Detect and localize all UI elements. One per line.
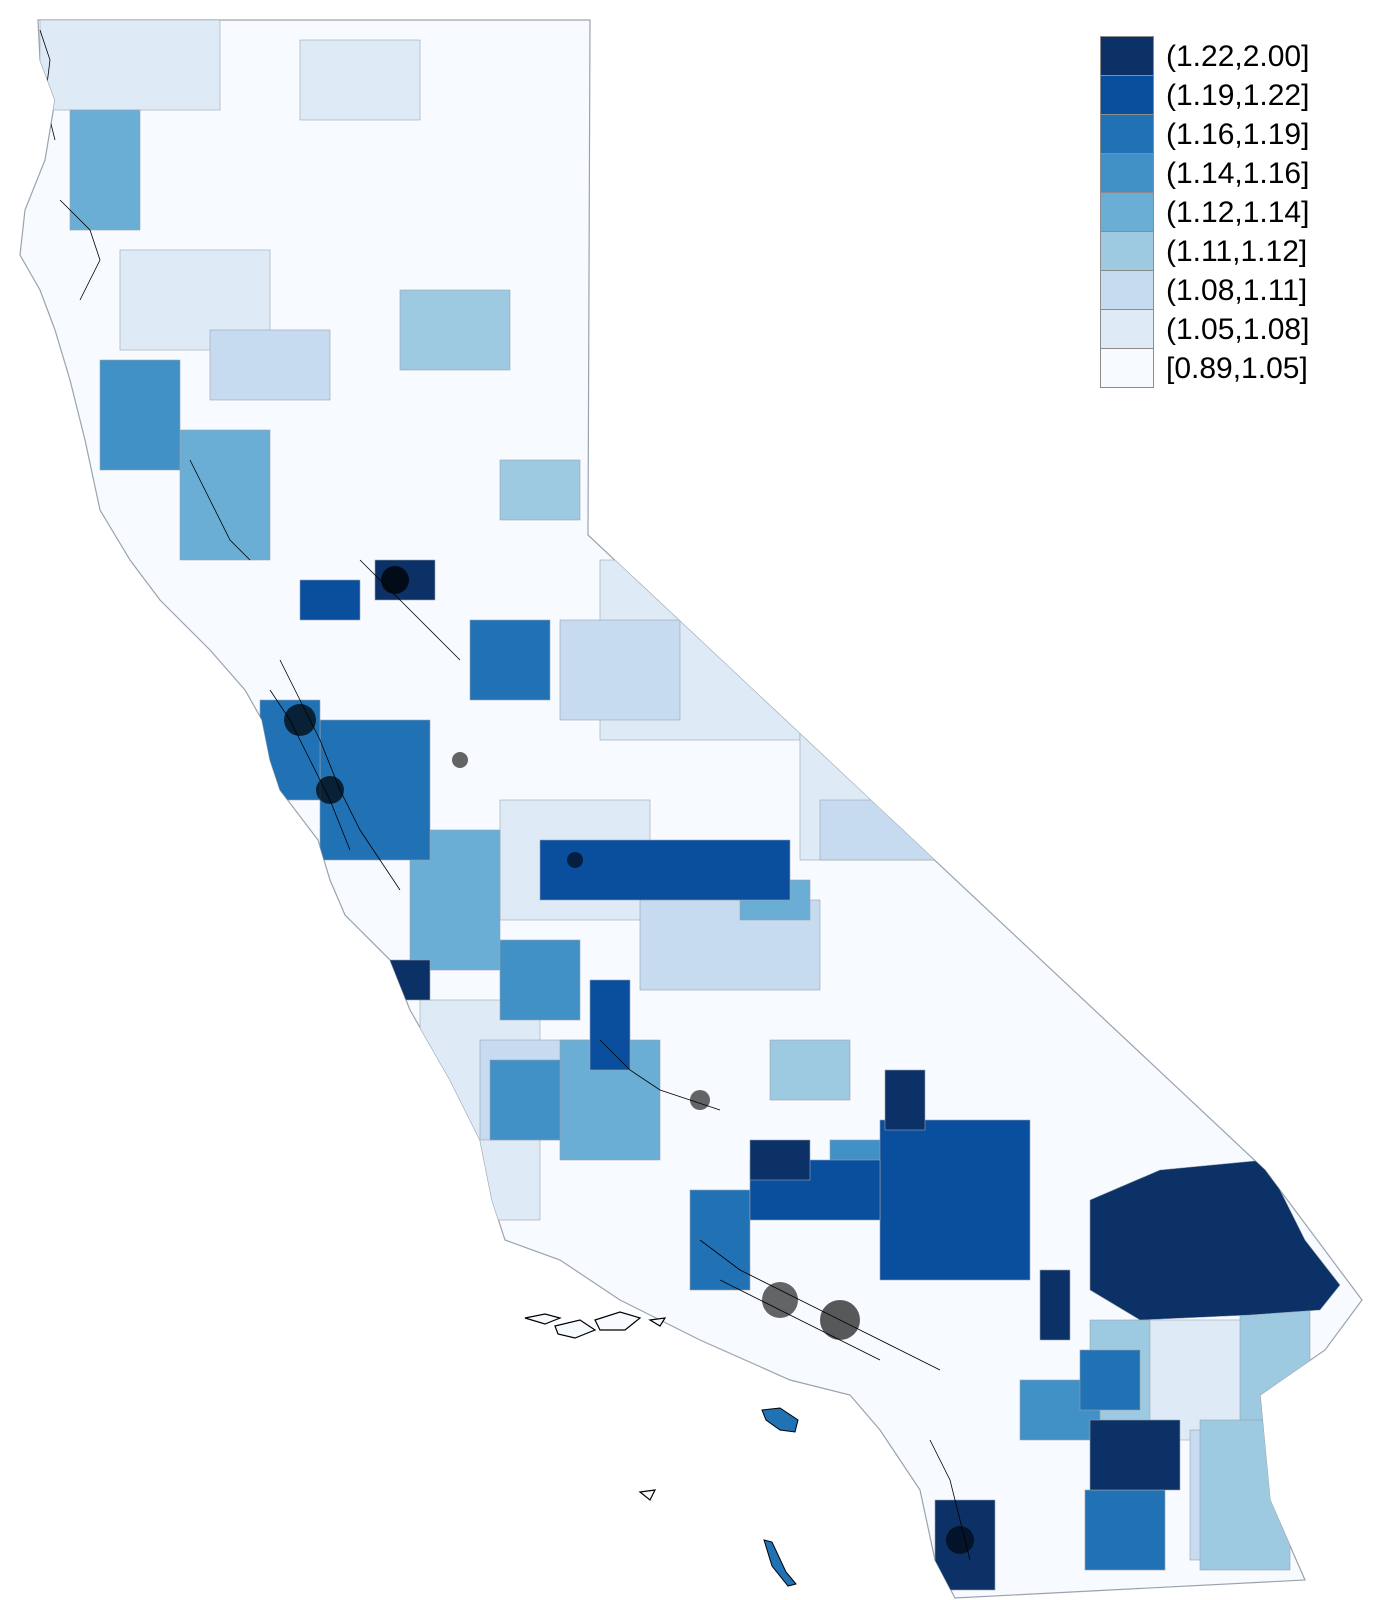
legend-label: (1.08,1.11] [1166,274,1308,307]
region-north-light-2 [299,39,421,121]
legend-item: (1.19,1.22] [1100,75,1340,115]
legend-item: (1.14,1.16] [1100,153,1340,193]
region-darkest-riv [1039,1269,1071,1341]
legend-label: (1.19,1.22] [1166,79,1310,112]
legend-item: (1.16,1.19] [1100,114,1340,154]
region-21-2 [469,619,551,701]
legend-swatch [1100,192,1154,232]
legend-label: (1.05,1.08] [1166,313,1310,346]
island-4 [648,1317,667,1327]
region-6a-2 [179,429,271,561]
legend-label: (1.12,1.14] [1166,196,1310,229]
legend-swatch [1100,231,1154,271]
legend-swatch [1100,114,1154,154]
legend-item: (1.11,1.12] [1100,231,1340,271]
region-9e-6 [769,1039,851,1101]
region-c6-2 [559,619,681,721]
legend-item: [0.89,1.05] [1100,348,1340,388]
region-9e-4 [1199,1419,1291,1571]
region-21-5 [1079,1349,1141,1411]
region-darkest-south [1089,1419,1181,1491]
legend-item: (1.22,2.00] [1100,36,1340,76]
legend-item: (1.12,1.14] [1100,192,1340,232]
urban-tract-lines [39,29,971,1561]
channel-islands [524,1311,667,1501]
island-catalina [761,1407,799,1433]
legend-swatch [1100,348,1154,388]
census-tract-fills [39,20,1341,1591]
island-3 [594,1311,642,1331]
urban-cluster-dots [284,566,974,1554]
region-42-1 [99,359,181,471]
island-5 [638,1489,657,1501]
legend-swatch [1100,153,1154,193]
region-9e-1 [399,289,511,371]
region-9e-2 [499,459,581,521]
region-darkest-la [749,1139,811,1181]
region-north-light [39,20,221,111]
region-21-3 [689,1189,751,1291]
legend-item: (1.08,1.11] [1100,270,1340,310]
region-42-3 [489,1059,561,1141]
legend-label: (1.14,1.16] [1166,157,1310,190]
island-2 [554,1319,597,1339]
legend-swatch [1100,270,1154,310]
region-0a-2 [879,1119,1031,1281]
region-0a-1 [539,839,791,901]
region-9e-3 [1239,1309,1311,1421]
region-42-2 [499,939,581,1021]
region-darkest-ie [884,1069,926,1131]
region-6a-1 [69,109,141,231]
region-c6-3 [819,799,961,861]
legend-swatch [1100,309,1154,349]
island-san-clemente [763,1539,797,1587]
legend-label: (1.11,1.12] [1166,235,1308,268]
legend-swatch [1100,75,1154,115]
island-1 [524,1313,562,1325]
legend-item: (1.05,1.08] [1100,309,1340,349]
region-c6-1 [209,329,331,401]
legend-label: (1.16,1.19] [1166,118,1310,151]
region-darkest-desert [1089,1159,1341,1321]
legend-label: (1.22,2.00] [1166,40,1310,73]
legend-label: [0.89,1.05] [1166,352,1308,385]
region-darkest-coast [379,959,431,1001]
region-0a-4 [589,979,631,1071]
region-0a-5 [299,579,361,621]
legend-swatch [1100,36,1154,76]
region-21-4 [1084,1489,1166,1571]
